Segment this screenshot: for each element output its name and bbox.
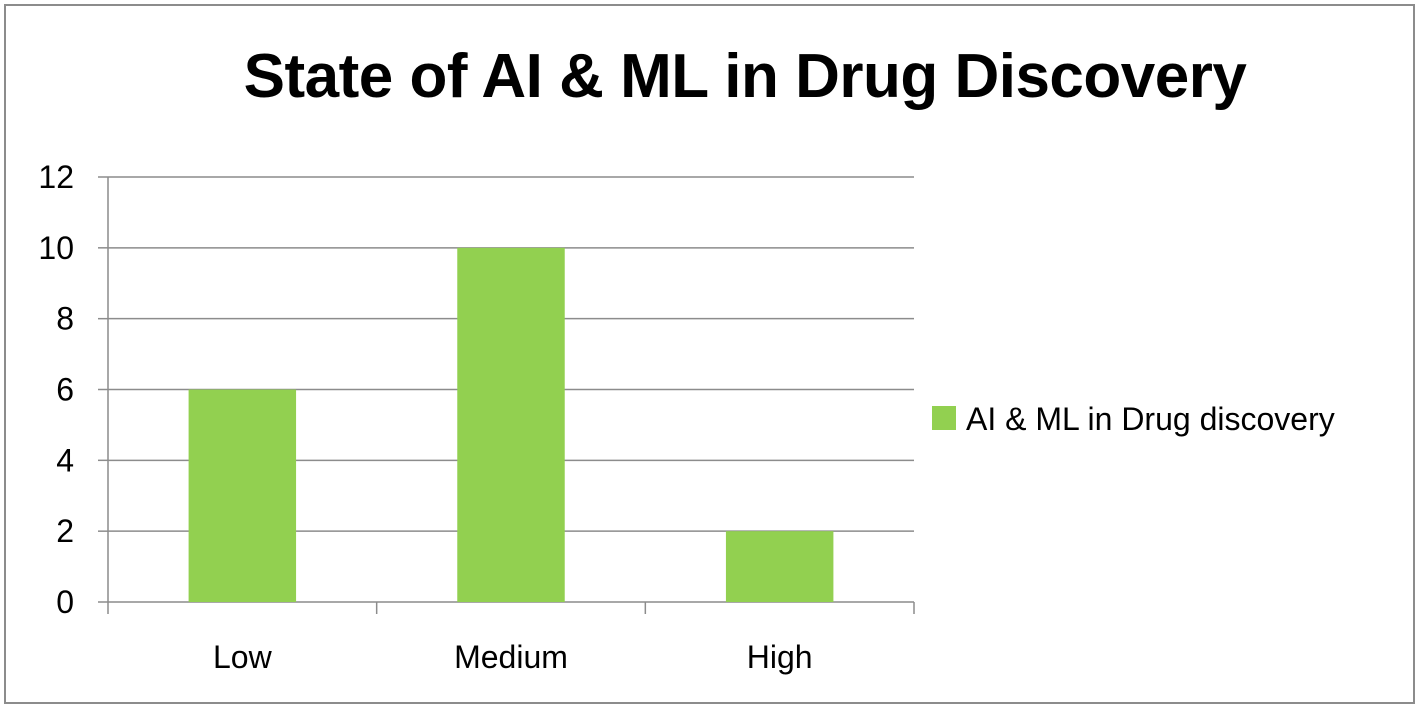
x-tick-label: Medium: [454, 639, 568, 675]
bar-high: [725, 531, 834, 602]
chart-title: State of AI & ML in Drug Discovery: [243, 42, 1247, 111]
y-tick-label: 8: [56, 301, 74, 337]
bar-medium: [457, 247, 565, 603]
legend-label: AI & ML in Drug discovery: [966, 401, 1335, 437]
legend: AI & ML in Drug discovery: [932, 401, 1335, 437]
y-tick-label: 12: [38, 159, 74, 195]
x-tick-labels: Low Medium High: [213, 639, 813, 675]
y-tick-labels: 0 2 4 6 8 10 12: [38, 159, 74, 620]
bars: [188, 247, 834, 603]
y-tick-label: 2: [56, 513, 74, 549]
x-tick-label: High: [747, 639, 813, 675]
bar-low: [188, 389, 297, 602]
y-tick-label: 0: [56, 584, 74, 620]
legend-swatch: [932, 406, 956, 430]
x-tick-label: Low: [213, 639, 273, 675]
y-tick-label: 10: [38, 230, 74, 266]
y-tick-label: 6: [56, 372, 74, 408]
y-tick-label: 4: [56, 442, 74, 478]
